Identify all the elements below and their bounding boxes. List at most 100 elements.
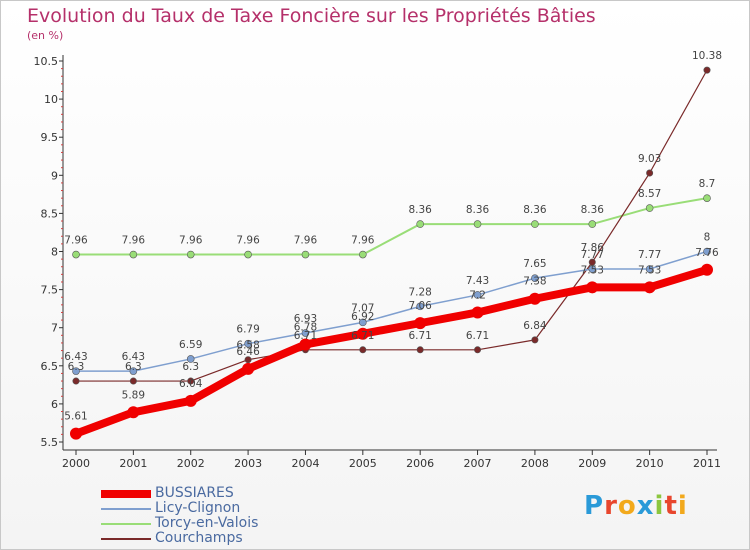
legend-label: Torcy-en-Valois <box>155 515 259 531</box>
data-label: 8.36 <box>466 204 490 216</box>
y-tick-label: 7 <box>51 322 58 335</box>
data-point <box>643 281 656 294</box>
data-label: 6.71 <box>408 330 431 342</box>
data-point <box>701 263 713 276</box>
data-label: 8.36 <box>523 204 547 216</box>
y-tick-label: 5.5 <box>41 436 59 449</box>
data-label: 7.06 <box>408 300 432 312</box>
logo-letter: i <box>677 491 688 521</box>
data-point <box>703 247 711 256</box>
data-label: 6.79 <box>236 324 259 336</box>
data-point <box>586 281 599 294</box>
data-label: 6.04 <box>179 378 203 390</box>
data-label: 7.65 <box>523 258 546 270</box>
data-point <box>299 338 312 351</box>
x-tick-label: 2001 <box>119 457 147 470</box>
y-tick-label: 8.5 <box>41 207 59 220</box>
data-label: 8.36 <box>581 204 605 216</box>
y-tick-label: 9 <box>51 169 58 182</box>
data-point <box>184 394 197 407</box>
x-tick-label: 2007 <box>464 457 492 470</box>
data-point <box>72 250 80 259</box>
data-label: 7.96 <box>236 235 260 247</box>
logo-letter: r <box>604 491 618 521</box>
x-tick-label: 2011 <box>693 457 721 470</box>
data-point <box>531 274 539 282</box>
legend-label: Licy-Clignon <box>155 500 241 516</box>
x-tick-label: 2010 <box>636 457 664 470</box>
data-label: 6.59 <box>179 339 202 351</box>
y-unit-label: (en %) <box>27 29 64 42</box>
data-label: 7.76 <box>695 247 719 259</box>
data-point <box>244 339 252 348</box>
x-tick-label: 2004 <box>291 457 319 470</box>
data-label: 7.07 <box>351 302 374 314</box>
data-label: 6.46 <box>236 346 260 358</box>
logo-letter: x <box>636 491 655 521</box>
data-point <box>301 329 310 337</box>
data-label: 5.61 <box>64 411 87 423</box>
y-tick-label: 10 <box>44 93 58 106</box>
legend-swatch <box>101 523 151 525</box>
data-label: 5.89 <box>122 389 145 401</box>
data-label: 8.36 <box>408 204 432 216</box>
data-point <box>301 250 310 259</box>
data-point <box>186 250 195 259</box>
data-point <box>242 362 255 375</box>
data-label: 7.77 <box>581 249 604 261</box>
data-label: 8.57 <box>638 188 661 200</box>
data-point <box>129 250 138 259</box>
data-label: 6.93 <box>294 313 317 325</box>
data-label: 6.78 <box>294 321 317 333</box>
data-point <box>356 327 369 340</box>
data-point <box>359 346 367 354</box>
data-label: 10.38 <box>692 50 722 62</box>
data-point <box>703 194 711 202</box>
data-label: 7.96 <box>351 235 375 247</box>
data-point <box>72 367 80 375</box>
y-tick-label: 6 <box>51 398 58 411</box>
logo-letter: o <box>617 491 637 521</box>
x-tick-label: 2002 <box>177 457 205 470</box>
data-point <box>416 220 424 228</box>
data-point <box>414 317 427 330</box>
data-label: 6.71 <box>466 330 489 342</box>
data-label: 7.28 <box>408 286 431 298</box>
data-label: 6.84 <box>523 320 547 332</box>
series-line-courchamps <box>75 69 708 382</box>
data-point <box>416 302 424 311</box>
data-point <box>70 427 82 440</box>
data-point <box>588 220 597 228</box>
data-label: 7.38 <box>523 276 546 288</box>
data-point <box>127 406 140 419</box>
data-point <box>531 336 539 344</box>
data-point <box>244 250 252 259</box>
data-label: 7.53 <box>581 264 604 276</box>
logo-letter: P <box>584 491 605 521</box>
data-point <box>645 265 654 273</box>
legend-swatch <box>101 538 151 540</box>
axes-group: 5.5 6 6.5 7 7.5 8 8.5 9 9.5 10 10.5 2000 2001 2002 200… <box>34 55 721 470</box>
x-tick-label: 2000 <box>62 457 90 470</box>
data-label: 9.03 <box>638 153 661 165</box>
data-label: 7.86 <box>581 242 605 254</box>
data-label: 7.96 <box>179 235 203 247</box>
data-label: 6.71 <box>351 330 374 342</box>
data-label: 7.53 <box>638 264 661 276</box>
data-label: 7.77 <box>638 249 661 261</box>
chart-title: Evolution du Taux de Taxe Foncière sur l… <box>27 5 596 27</box>
proxiti-logo: Proxiti <box>584 491 688 521</box>
legend-label: BUSSIARES <box>155 485 234 501</box>
series-line-bussiares <box>72 265 711 438</box>
x-tick-label: 2009 <box>578 457 606 470</box>
legend-swatch <box>101 490 151 498</box>
logo-letter: i <box>654 491 665 521</box>
data-labels-group: 5.61 5.89 6.04 6.46 6.78 6.92 7.06 7.2 7.38 7.53 7… <box>64 50 722 422</box>
data-point <box>359 250 367 259</box>
data-point <box>129 377 137 385</box>
x-tick-label: 2008 <box>521 457 549 470</box>
legend-label: Courchamps <box>155 530 243 546</box>
y-tick-label: 9.5 <box>41 131 59 144</box>
data-label: 6.58 <box>236 340 259 352</box>
